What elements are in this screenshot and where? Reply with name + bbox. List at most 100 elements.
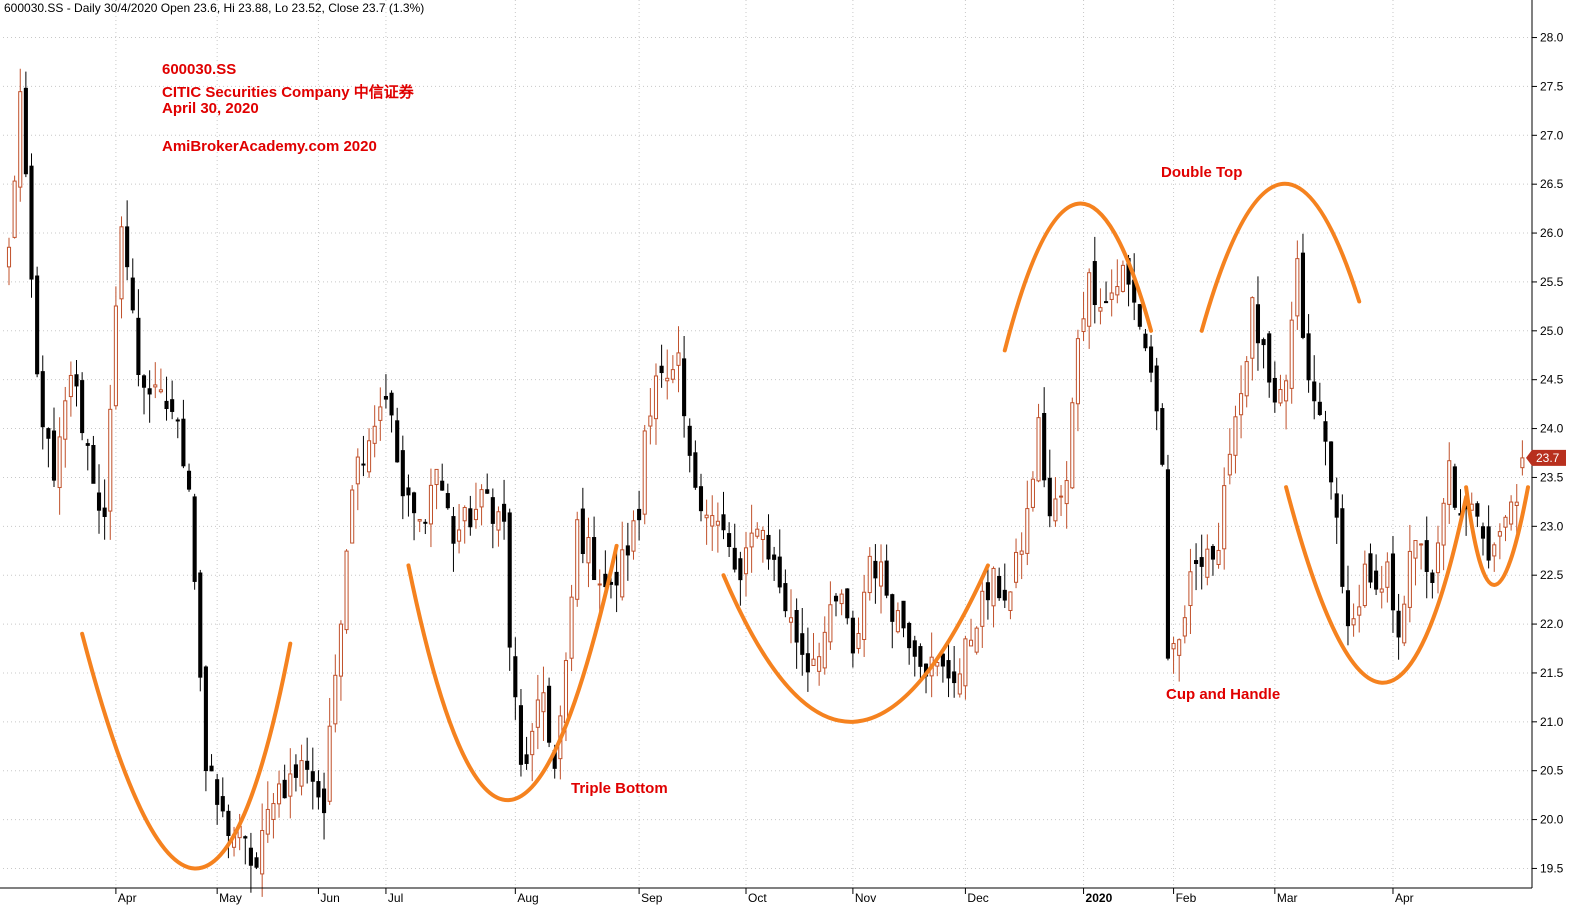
x-tick-label: Mar — [1277, 891, 1298, 905]
y-tick-label: 24.0 — [1540, 422, 1564, 436]
x-tick-label: Apr — [118, 891, 137, 905]
candle-body — [254, 857, 259, 868]
candle-body — [715, 520, 720, 526]
candle-body — [907, 622, 912, 649]
candle-body — [1205, 548, 1210, 578]
candle-body — [659, 365, 664, 374]
candle-body — [704, 514, 709, 519]
candle-body — [226, 810, 231, 836]
candle-body — [434, 468, 439, 486]
candle-body — [338, 623, 343, 677]
candle-body — [1081, 318, 1086, 333]
candle-body — [389, 392, 394, 416]
candle-body — [541, 692, 546, 713]
candle-body — [192, 496, 197, 582]
candle-body — [1216, 549, 1221, 565]
candle-body — [1306, 333, 1311, 381]
y-tick-label: 26.0 — [1540, 226, 1564, 240]
candle-body — [1441, 502, 1446, 546]
candle-body — [220, 796, 225, 812]
candle-body — [1143, 333, 1148, 349]
candle-body — [800, 633, 805, 655]
x-tick-label: Jul — [388, 891, 403, 905]
candle-body — [963, 638, 968, 687]
candle-body — [676, 352, 681, 366]
x-tick-label: Jun — [320, 891, 339, 905]
candle-body — [513, 656, 518, 698]
candle-body — [1222, 485, 1227, 550]
candle-body — [918, 646, 923, 667]
grid-layer — [3, 0, 1532, 888]
candle-body — [1177, 639, 1182, 656]
candle-body — [215, 779, 220, 805]
x-tick-label: Aug — [517, 891, 538, 905]
y-tick-label: 25.5 — [1540, 275, 1564, 289]
chart-date: April 30, 2020 — [162, 100, 259, 117]
candle-body — [1509, 501, 1514, 525]
candle-body — [485, 489, 490, 494]
candle-body — [1182, 617, 1187, 637]
candle-body — [181, 418, 186, 467]
pattern-curves-layer — [80, 181, 1530, 871]
candle-body — [1486, 526, 1491, 561]
candle-body — [119, 226, 124, 300]
candle-body — [637, 508, 642, 521]
candle-body — [248, 847, 253, 866]
candle-body — [29, 165, 34, 280]
candle-body — [1514, 501, 1519, 506]
candle-body — [305, 760, 310, 770]
candle-body — [912, 640, 917, 657]
candle-body — [327, 725, 332, 802]
last-price-label: 23.7 — [1536, 451, 1560, 465]
candle-body — [1160, 408, 1165, 465]
candle-body — [1244, 361, 1249, 397]
candle-body — [1171, 643, 1176, 650]
y-tick-label: 22.0 — [1540, 617, 1564, 631]
x-tick-label: Oct — [748, 891, 767, 905]
candle-body — [355, 456, 360, 485]
candle-body — [1295, 258, 1300, 317]
candle-body — [620, 549, 625, 598]
candle-body — [766, 534, 771, 560]
candle-body — [901, 600, 906, 629]
candle-body — [625, 545, 630, 556]
candle-body — [586, 537, 591, 564]
candle-body — [1137, 304, 1142, 327]
candle-body — [333, 674, 338, 725]
pattern-curve-bottom-1 — [80, 631, 293, 871]
candle-body — [1030, 478, 1035, 508]
candle-body — [682, 358, 687, 417]
candle-body — [642, 430, 647, 515]
candle-body — [1374, 570, 1379, 590]
candle-body — [282, 779, 287, 799]
candle-body — [783, 583, 788, 612]
candle-body — [1002, 589, 1007, 601]
candle-body — [158, 389, 163, 393]
candle-body — [1284, 380, 1289, 402]
y-tick-label: 24.5 — [1540, 373, 1564, 387]
chart-header: 600030.SS - Daily 30/4/2020 Open 23.6, H… — [4, 1, 425, 15]
candle-body — [1424, 540, 1429, 572]
candle-body — [1419, 543, 1424, 546]
candle-body — [496, 511, 501, 531]
candle-body — [468, 508, 473, 528]
y-tick-label: 21.5 — [1540, 666, 1564, 680]
x-tick-label: Dec — [967, 891, 988, 905]
candle-body — [1396, 610, 1401, 638]
x-tick-label: Apr — [1395, 891, 1414, 905]
candle-body — [113, 305, 118, 407]
candle-body — [575, 519, 580, 600]
candle-body — [693, 452, 698, 488]
candle-body — [164, 400, 169, 410]
candle-body — [1165, 469, 1170, 659]
candle-body — [299, 760, 304, 787]
candle-body — [406, 487, 411, 496]
x-tick-label: 2020 — [1086, 891, 1113, 905]
candle-body — [96, 492, 102, 511]
candle-body — [822, 631, 827, 669]
candle-body — [344, 550, 349, 631]
candle-body — [687, 425, 692, 456]
candle-body — [580, 508, 585, 555]
candle-body — [400, 450, 405, 497]
